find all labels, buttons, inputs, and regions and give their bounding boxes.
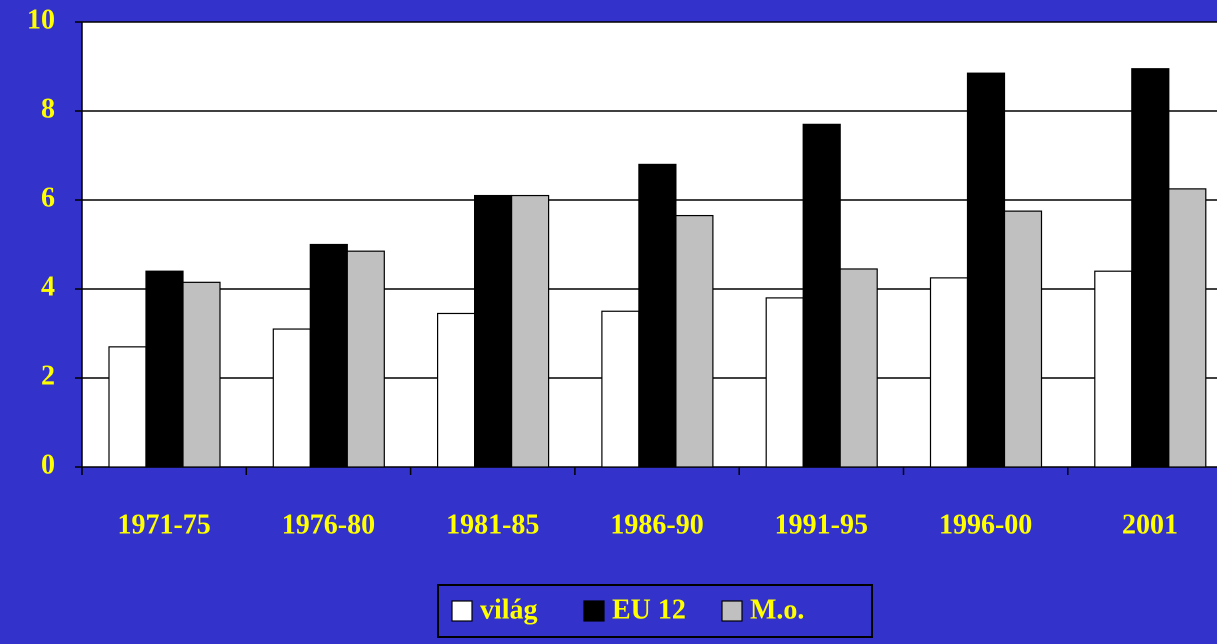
legend-swatch — [583, 600, 605, 622]
legend-label: EU 12 — [612, 594, 686, 625]
x-tick-label: 2001 — [1122, 509, 1178, 540]
bar — [108, 346, 147, 468]
y-tick-label: 4 — [41, 271, 55, 302]
y-tick-label: 10 — [27, 4, 55, 35]
bar — [182, 281, 221, 468]
bar — [272, 328, 311, 468]
y-tick-label: 6 — [41, 182, 55, 213]
bar — [1131, 68, 1170, 468]
bar — [309, 243, 348, 468]
bar — [966, 72, 1006, 468]
x-tick-label: 1986-90 — [610, 509, 703, 540]
legend-swatch — [451, 600, 473, 622]
bar — [765, 297, 804, 468]
x-tick-label: 1996-00 — [939, 509, 1032, 540]
y-tick-label: 2 — [41, 360, 55, 391]
x-tick-label: 1976-80 — [282, 509, 375, 540]
legend-swatch — [721, 600, 743, 622]
x-tick-label: 1981-85 — [446, 509, 539, 540]
x-tick-label: 1991-95 — [775, 509, 868, 540]
legend-label: M.o. — [750, 594, 804, 625]
legend-label: világ — [480, 594, 538, 625]
bar — [638, 163, 677, 468]
bar — [474, 194, 513, 468]
y-tick-label: 8 — [41, 93, 55, 124]
bar — [839, 268, 878, 468]
legend-box — [437, 584, 873, 638]
bar — [929, 277, 969, 468]
legend: világ EU 12 M.o. — [437, 584, 873, 638]
bar — [675, 214, 714, 468]
bar — [145, 270, 184, 468]
bar — [1168, 188, 1207, 468]
bar — [437, 312, 476, 468]
bar — [601, 310, 640, 468]
x-tick-label: 1971-75 — [117, 509, 210, 540]
y-tick-label: 0 — [41, 449, 55, 480]
bar — [511, 194, 550, 468]
bar — [1094, 270, 1133, 468]
bar — [802, 123, 841, 468]
bar — [346, 250, 385, 468]
bar — [1003, 210, 1043, 468]
